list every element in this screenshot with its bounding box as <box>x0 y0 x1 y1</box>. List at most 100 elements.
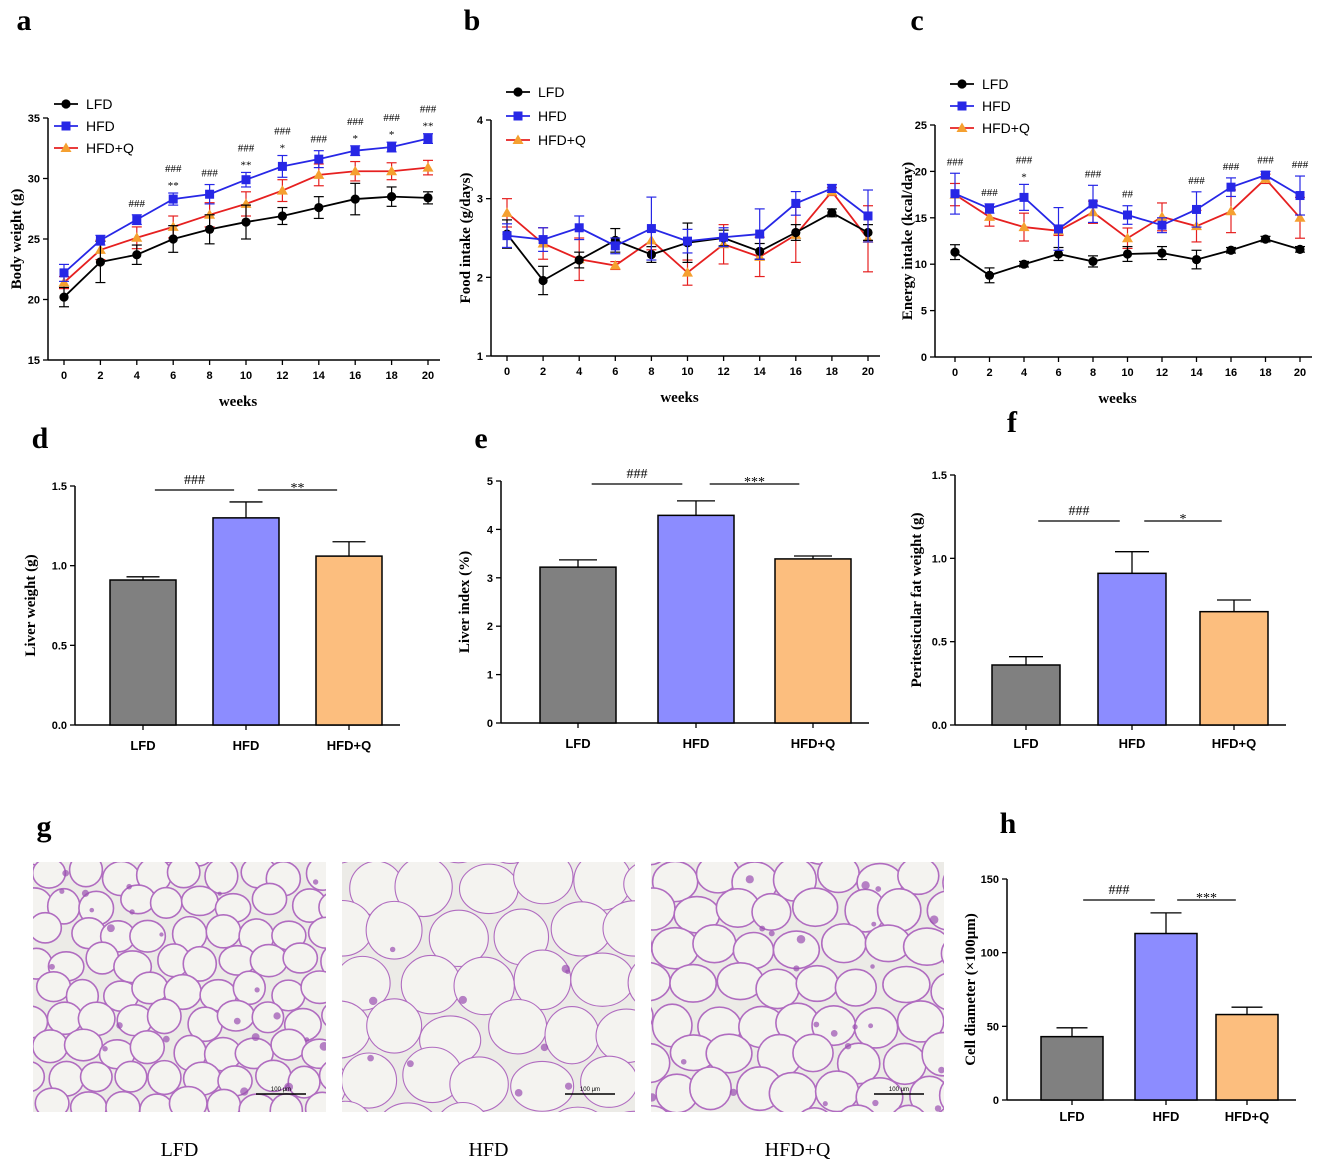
significance-mark: *** <box>744 475 765 490</box>
nucleus <box>129 909 135 915</box>
data-point <box>313 169 325 179</box>
x-tick-label: 14 <box>313 370 326 382</box>
legend-marker <box>61 121 71 131</box>
legend-marker <box>956 122 968 132</box>
data-point <box>610 241 620 251</box>
adipocyte <box>257 831 289 861</box>
y-axis-title: Body weight (g) <box>9 189 25 290</box>
adipocyte <box>182 945 218 982</box>
legend-item-LFD: LFD <box>950 76 1008 92</box>
nucleus <box>872 1099 879 1107</box>
x-tick-label: 18 <box>826 366 838 378</box>
data-point <box>1088 199 1098 209</box>
category-label: LFD <box>565 736 590 751</box>
data-point <box>1122 249 1133 259</box>
chart-d: d 0.0 0.5 1.0 1.5 Liver weight (g) LFD HFD HFD+Q… <box>23 422 400 753</box>
legend-label: HFD <box>86 118 115 134</box>
y-tick-label: 0 <box>487 718 493 730</box>
data-point <box>277 161 287 171</box>
x-tick-label: 20 <box>1294 367 1306 379</box>
significance-mark: ### <box>1016 154 1033 166</box>
significance-mark: * <box>1180 512 1187 527</box>
y-tick-label: 25 <box>915 120 927 132</box>
nucleus <box>875 886 882 892</box>
y-tick-label: 0.0 <box>52 720 67 732</box>
y-tick-label: 1.5 <box>52 481 67 493</box>
adipocyte <box>86 825 118 860</box>
nucleus <box>768 930 775 937</box>
data-point <box>1157 220 1167 230</box>
x-tick-label: 0 <box>61 370 67 382</box>
adipocyte <box>896 1000 944 1043</box>
x-tick-label: 10 <box>240 370 252 382</box>
x-tick-label: 18 <box>1259 367 1271 379</box>
data-point <box>538 235 548 245</box>
significance-mark: ### <box>1292 159 1309 171</box>
adipocyte <box>0 914 29 948</box>
x-axis-title: weeks <box>219 394 257 410</box>
data-point <box>314 202 324 213</box>
adipocyte <box>320 947 326 976</box>
x-tick-label: 16 <box>1225 367 1237 379</box>
nucleus <box>102 1046 108 1052</box>
adipocyte <box>458 863 519 915</box>
y-tick-label: 5 <box>921 306 927 318</box>
data-point <box>422 162 434 172</box>
adipocyte <box>801 1106 829 1112</box>
data-point <box>574 223 584 233</box>
legend-label: LFD <box>538 84 564 100</box>
adipocyte <box>33 862 67 889</box>
y-tick-label: 15 <box>915 213 927 225</box>
adipocyte <box>232 970 266 1006</box>
significance-mark: ### <box>1069 504 1090 519</box>
y-tick-label: 1.0 <box>932 553 947 565</box>
data-point <box>1019 259 1029 269</box>
adipocyte <box>921 1031 944 1077</box>
legend-item-HFD: HFD <box>506 108 567 124</box>
data-point <box>1122 232 1133 243</box>
significance-mark: ### <box>1223 161 1240 173</box>
y-tick-label: 1 <box>487 670 493 682</box>
data-point <box>204 209 216 219</box>
data-point <box>502 231 512 241</box>
nucleus <box>369 996 378 1006</box>
nucleus <box>796 934 806 944</box>
histology-image-LFD: 100 μm <box>0 825 359 1148</box>
adipocyte <box>855 1076 904 1112</box>
y-tick-label: 2 <box>477 272 483 284</box>
adipocyte <box>255 1117 288 1148</box>
histology-caption: LFD <box>161 1139 199 1161</box>
panel-label-g: g <box>37 810 52 843</box>
nucleus <box>273 1012 281 1020</box>
y-tick-label: 2 <box>487 621 493 633</box>
adipocyte <box>206 1088 242 1112</box>
nucleus <box>319 1042 326 1051</box>
nucleus <box>745 875 754 884</box>
y-tick-label: 20 <box>28 295 40 307</box>
significance-mark: ### <box>347 116 364 128</box>
adipocyte <box>166 862 201 889</box>
adipocyte <box>674 814 714 857</box>
nucleus <box>861 881 870 890</box>
data-point <box>276 185 288 195</box>
adipocyte <box>322 831 359 861</box>
legend-label: HFD+Q <box>538 132 586 148</box>
adipocyte <box>570 952 635 1007</box>
adipocyte <box>364 800 426 851</box>
data-point <box>609 260 621 270</box>
x-tick-label: 10 <box>1121 367 1133 379</box>
adipocyte <box>760 817 806 854</box>
data-point <box>205 189 215 199</box>
adipocyte <box>342 862 348 864</box>
data-point <box>314 154 324 164</box>
data-point <box>168 234 178 244</box>
adipocyte <box>449 862 468 864</box>
x-tick-label: 8 <box>207 370 213 382</box>
y-tick-label: 15 <box>28 355 40 367</box>
adipocyte <box>942 874 944 891</box>
nucleus <box>759 925 766 932</box>
adipocyte <box>689 1066 732 1111</box>
adipocyte <box>79 1061 113 1093</box>
nucleus <box>81 889 90 897</box>
legend-marker <box>60 142 72 152</box>
